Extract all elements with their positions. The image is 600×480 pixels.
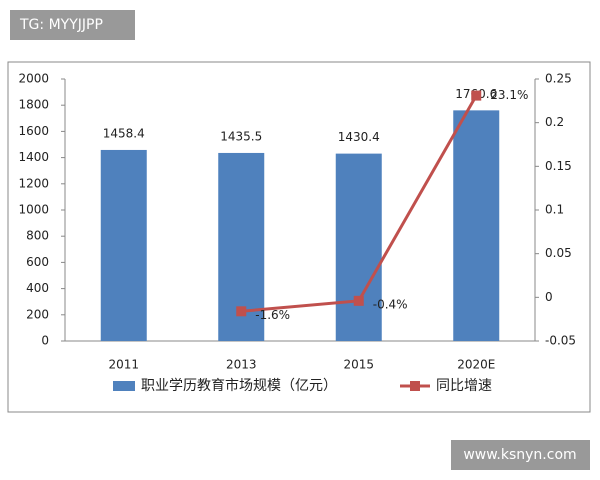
y-tick-label: 1000 <box>18 203 49 217</box>
legend-label: 职业学历教育市场规模（亿元） <box>141 377 337 394</box>
y2-tick-label: 0.25 <box>545 72 572 86</box>
y-tick-label: 2000 <box>18 72 49 86</box>
line-marker <box>236 306 247 317</box>
y-tick-label: 1200 <box>18 176 49 190</box>
y-tick-label: 600 <box>26 255 49 269</box>
chart-frame <box>7 61 591 413</box>
x-tick-label: 2013 <box>226 358 257 372</box>
x-tick-label: 2011 <box>108 358 139 372</box>
y2-tick-label: 0.1 <box>545 203 564 217</box>
y-tick-label: 400 <box>26 281 49 295</box>
line-marker <box>471 90 482 101</box>
y-tick-label: 800 <box>26 229 49 243</box>
data-label: 1430.4 <box>338 130 380 144</box>
legend-swatch <box>410 381 420 391</box>
y-tick-label: 200 <box>26 307 49 321</box>
y-tick-label: 1600 <box>18 124 49 138</box>
bar <box>335 153 382 341</box>
data-label: 1458.4 <box>103 126 145 140</box>
legend-swatch <box>113 381 135 391</box>
bar <box>453 110 500 342</box>
data-label: -0.4% <box>373 297 408 311</box>
y2-tick-label: 0.15 <box>545 159 572 173</box>
legend-label: 同比增速 <box>436 378 492 394</box>
y2-tick-label: 0 <box>545 290 553 304</box>
data-label: -1.6% <box>255 308 290 322</box>
y2-tick-label: 0.2 <box>545 115 564 129</box>
y2-tick-label: 0.05 <box>545 246 572 260</box>
watermark-box <box>451 440 590 470</box>
line-marker <box>353 295 364 306</box>
watermark: www.ksnyn.com <box>463 447 576 463</box>
watermark: TG: MYYJJPP <box>19 17 103 33</box>
bar <box>100 149 147 341</box>
data-label: 23.1% <box>490 88 528 102</box>
y-tick-label: 1800 <box>18 98 49 112</box>
x-tick-label: 2020E <box>457 358 495 372</box>
data-label: 1435.5 <box>220 129 262 143</box>
x-tick-label: 2015 <box>343 358 374 372</box>
watermark-box <box>10 10 135 40</box>
y-tick-label: 1400 <box>18 150 49 164</box>
y-tick-label: 0 <box>41 334 49 348</box>
y2-tick-label: -0.05 <box>545 334 576 348</box>
